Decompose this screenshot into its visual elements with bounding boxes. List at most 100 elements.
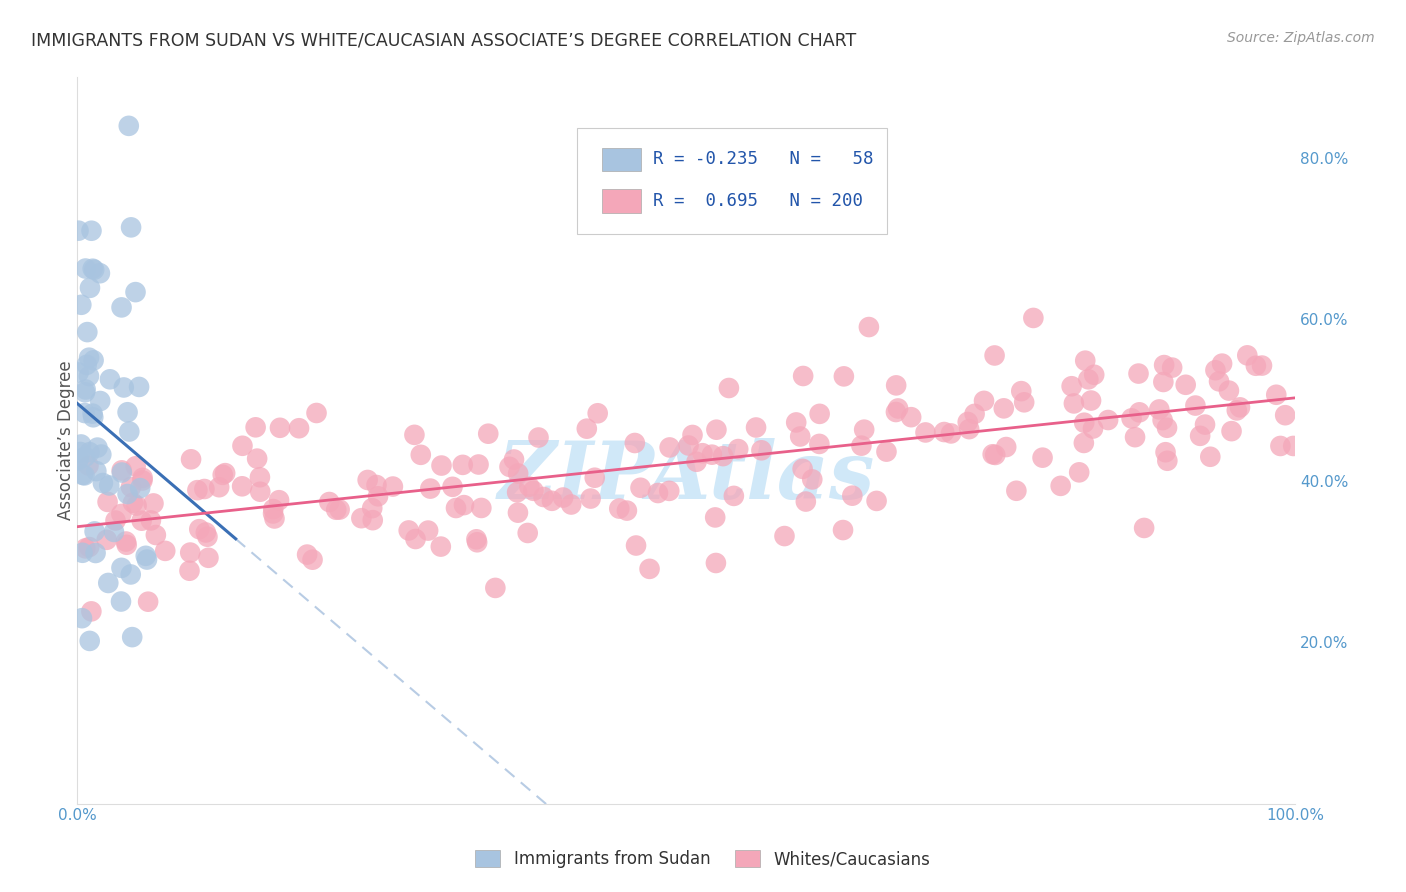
Point — [197, 530, 219, 544]
Point — [851, 439, 873, 453]
Point — [246, 451, 269, 466]
Point — [1080, 393, 1102, 408]
Point — [366, 478, 388, 492]
Point — [560, 498, 582, 512]
Point — [269, 421, 291, 435]
Point — [508, 467, 530, 481]
Point — [832, 369, 855, 384]
Point — [129, 481, 152, 495]
Point — [801, 472, 824, 486]
Point — [1010, 384, 1032, 398]
Point — [98, 372, 121, 386]
Point — [1229, 401, 1251, 415]
Point — [418, 524, 440, 538]
Point — [367, 489, 389, 503]
Point — [1161, 360, 1184, 375]
Point — [853, 423, 876, 437]
Point — [70, 611, 93, 625]
Point — [361, 513, 384, 527]
Point — [692, 446, 714, 460]
Point — [136, 595, 159, 609]
Point — [136, 552, 159, 566]
Point — [981, 447, 1004, 461]
Point — [506, 485, 529, 500]
Point — [84, 546, 107, 560]
Point — [745, 420, 768, 434]
Point — [1211, 357, 1233, 371]
Point — [470, 500, 492, 515]
Point — [678, 438, 700, 452]
Point — [1063, 396, 1085, 410]
Point — [131, 514, 153, 528]
Point — [751, 443, 773, 458]
Point — [112, 380, 135, 394]
Point — [498, 459, 520, 474]
Point — [858, 320, 880, 334]
Point — [808, 407, 831, 421]
Point — [231, 439, 253, 453]
Point — [208, 480, 231, 494]
Point — [186, 483, 208, 497]
Point — [956, 415, 979, 429]
Point — [1153, 358, 1175, 372]
Point — [89, 266, 111, 280]
Point — [1156, 454, 1178, 468]
Point — [1081, 421, 1104, 435]
Point — [262, 507, 284, 521]
Point — [110, 301, 132, 315]
Point — [188, 522, 211, 536]
Y-axis label: Associate’s Degree: Associate’s Degree — [58, 360, 75, 520]
Point — [89, 394, 111, 409]
Point — [97, 495, 120, 509]
Point — [533, 490, 555, 504]
Point — [832, 523, 855, 537]
Point — [249, 470, 271, 484]
Point — [267, 493, 290, 508]
Point — [934, 425, 956, 439]
Point — [522, 483, 544, 498]
Point — [1282, 439, 1305, 453]
Point — [86, 441, 108, 455]
Point — [727, 442, 749, 456]
Point — [1152, 413, 1174, 427]
Point — [409, 448, 432, 462]
Point — [624, 436, 647, 450]
Point — [1060, 379, 1083, 393]
Point — [80, 224, 103, 238]
Point — [110, 594, 132, 608]
Point — [79, 634, 101, 648]
Point — [792, 462, 814, 476]
Point — [301, 552, 323, 566]
Point — [82, 410, 104, 425]
Point — [1265, 388, 1288, 402]
Point — [1220, 424, 1243, 438]
Point — [1152, 375, 1174, 389]
Point — [624, 539, 647, 553]
Point — [124, 459, 146, 474]
Point — [983, 349, 1005, 363]
Point — [1012, 395, 1035, 409]
Point — [506, 506, 529, 520]
Point — [700, 448, 723, 462]
Point — [808, 437, 831, 451]
Point — [142, 496, 165, 510]
Point — [1199, 450, 1222, 464]
Point — [704, 556, 727, 570]
Point — [785, 416, 807, 430]
Point — [97, 576, 120, 591]
Point — [231, 479, 253, 493]
Point — [70, 298, 93, 312]
Point — [72, 546, 94, 560]
Point — [575, 422, 598, 436]
Point — [682, 428, 704, 442]
Point — [1174, 377, 1197, 392]
Point — [957, 422, 980, 436]
Point — [516, 525, 538, 540]
Point — [76, 325, 98, 339]
Point — [1154, 445, 1177, 459]
Point — [73, 406, 96, 420]
Point — [789, 429, 811, 443]
Point — [77, 369, 100, 384]
Point — [131, 474, 153, 488]
Point — [120, 480, 142, 494]
